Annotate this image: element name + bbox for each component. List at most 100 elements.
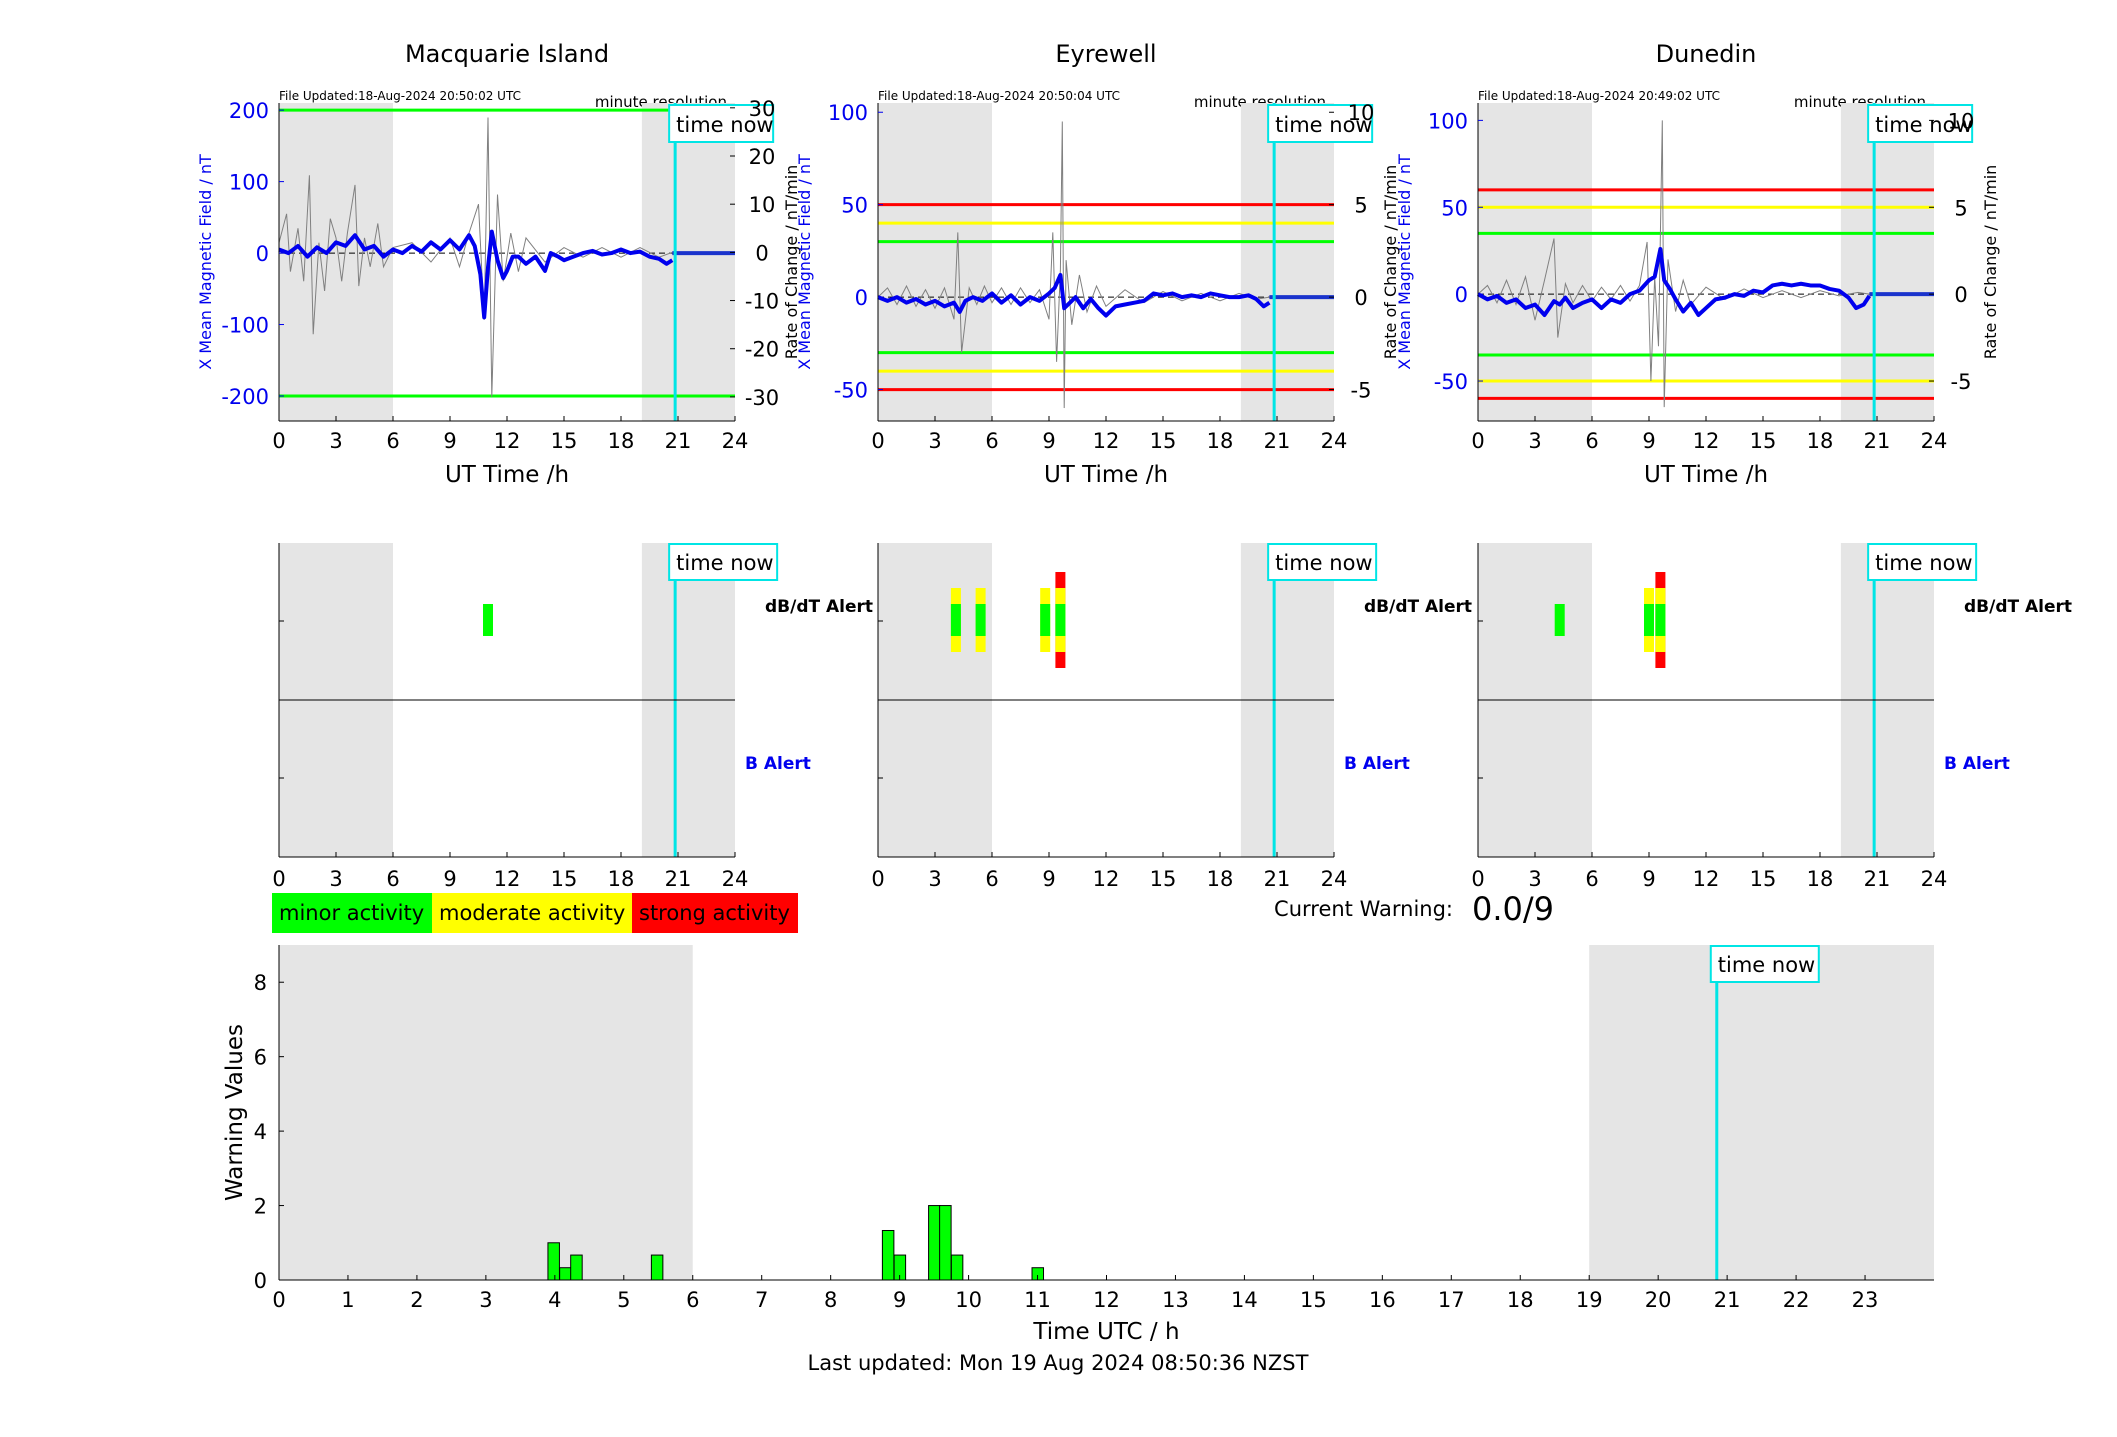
x-tick-label: 0: [1471, 867, 1484, 891]
x-tick-label: 15: [1150, 429, 1177, 453]
x-tick-label: 6: [386, 429, 399, 453]
time-now-label: time now: [676, 113, 773, 137]
x-tick-label: 18: [1807, 867, 1834, 891]
y-axis-label: Warning Values: [222, 1024, 248, 1201]
station-panel: Macquarie Island File Updated:18-Aug-2024…: [196, 40, 801, 488]
x-tick-label: 12: [1693, 429, 1720, 453]
y-left-tick-label: -50: [834, 379, 868, 403]
y-tick-label: 2: [254, 1195, 267, 1219]
x-tick-label: 3: [1528, 429, 1541, 453]
x-tick-label: 24: [1321, 429, 1348, 453]
x-tick-label: 23: [1852, 1288, 1879, 1312]
x-tick-label: 18: [608, 867, 635, 891]
night-shading: [1840, 103, 1934, 421]
b-alert-label: B Alert: [745, 754, 811, 774]
y-right-tick-label: -10: [745, 290, 779, 314]
y-right-axis-label: Rate of Change / nT/min: [1981, 165, 2000, 360]
x-tick-label: 4: [548, 1288, 561, 1312]
x-tick-label: 0: [871, 429, 884, 453]
y-left-tick-label: 100: [1428, 109, 1468, 133]
x-tick-label: 9: [1042, 867, 1055, 891]
alert-minor-mark: [1554, 604, 1565, 636]
x-tick-label: 15: [551, 429, 578, 453]
x-tick-label: 21: [665, 429, 692, 453]
y-right-tick-label: 5: [1954, 196, 1967, 220]
current-warning-value: 0.0/9: [1472, 890, 1554, 928]
x-tick-label: 21: [1864, 867, 1891, 891]
night-shading: [279, 103, 393, 421]
legend-minor-swatch: [272, 893, 432, 933]
x-tick-label: 12: [1093, 429, 1120, 453]
x-tick-label: 9: [893, 1288, 906, 1312]
time-now-box: [668, 104, 775, 143]
x-tick-label: 21: [1264, 867, 1291, 891]
y-right-tick-label: -30: [745, 386, 779, 410]
dbdt-alert-label: dB/dT Alert: [765, 597, 873, 617]
x-tick-label: 0: [272, 429, 285, 453]
file-updated-text: File Updated:18-Aug-2024 20:49:02 UTC: [1478, 89, 1720, 103]
time-now-label: time now: [1718, 953, 1815, 977]
warning-bar: [559, 1267, 572, 1281]
warning-bar: [650, 1254, 664, 1281]
x-axis-label: UT Time /h: [1044, 462, 1168, 488]
x-tick-label: 6: [1585, 867, 1598, 891]
y-left-tick-label: -50: [1434, 370, 1468, 394]
x-tick-label: 18: [1807, 429, 1834, 453]
x-tick-label: 3: [1528, 867, 1541, 891]
x-tick-label: 18: [1207, 867, 1234, 891]
x-tick-label: 13: [1162, 1288, 1189, 1312]
legend-strong-swatch: [632, 893, 798, 933]
alert-minor-mark: [1644, 604, 1654, 636]
x-tick-label: 15: [551, 867, 578, 891]
time-now-box: [1267, 104, 1374, 143]
y-left-axis-label: X Mean Magnetic Field / nT: [196, 154, 215, 370]
y-left-tick-label: 0: [1455, 283, 1468, 307]
alert-minor-mark: [1655, 604, 1666, 636]
night-shading: [641, 103, 735, 421]
x-tick-label: 21: [1864, 429, 1891, 453]
warning-bar: [928, 1205, 941, 1281]
alert-minor-mark: [975, 604, 986, 636]
x-tick-label: 0: [1471, 429, 1484, 453]
rate-of-change-line: [877, 121, 1270, 409]
magnetic-field-line: [877, 272, 1271, 318]
x-axis-label: UT Time /h: [1644, 462, 1768, 488]
x-tick-label: 6: [686, 1288, 699, 1312]
x-tick-label: 5: [617, 1288, 630, 1312]
x-tick-label: 6: [386, 867, 399, 891]
y-tick-label: 4: [254, 1120, 267, 1144]
y-right-tick-label: -20: [745, 338, 779, 362]
x-tick-label: 21: [1264, 429, 1291, 453]
y-left-tick-label: 50: [1441, 196, 1468, 220]
x-tick-label: 20: [1645, 1288, 1672, 1312]
x-tick-label: 9: [1042, 429, 1055, 453]
x-tick-label: 6: [985, 429, 998, 453]
x-tick-label: 21: [665, 867, 692, 891]
x-tick-label: 3: [479, 1288, 492, 1312]
magnetic-field-line: [1477, 246, 1872, 317]
dbdt-alert-label: dB/dT Alert: [1364, 597, 1472, 617]
alert-panel: time now dB/dT Alert B Alert 0 3 6 9 12 15 18 21 24: [1471, 543, 2072, 891]
x-tick-label: 21: [1714, 1288, 1741, 1312]
night-shading: [1240, 103, 1334, 421]
x-tick-label: 24: [722, 867, 749, 891]
y-left-tick-label: -200: [221, 385, 269, 409]
x-tick-label: 24: [722, 429, 749, 453]
x-tick-label: 12: [494, 429, 521, 453]
night-shading: [1589, 945, 1934, 1280]
x-axis-label: UT Time /h: [445, 462, 569, 488]
x-tick-label: 22: [1783, 1288, 1810, 1312]
y-right-axis-label: Rate of Change / nT/min: [1381, 165, 1400, 360]
y-left-tick-label: 100: [229, 171, 269, 195]
file-updated-text: File Updated:18-Aug-2024 20:50:02 UTC: [279, 89, 521, 103]
x-tick-label: 19: [1576, 1288, 1603, 1312]
x-axis-label: Time UTC / h: [1032, 1319, 1179, 1345]
b-alert-label: B Alert: [1944, 754, 2010, 774]
x-tick-label: 0: [272, 867, 285, 891]
x-tick-label: 3: [329, 429, 342, 453]
night-shading: [1478, 103, 1592, 421]
alert-minor-mark: [1040, 604, 1051, 636]
legend-minor-label: minor activity: [279, 901, 424, 925]
y-right-tick-label: 0: [1954, 283, 1967, 307]
